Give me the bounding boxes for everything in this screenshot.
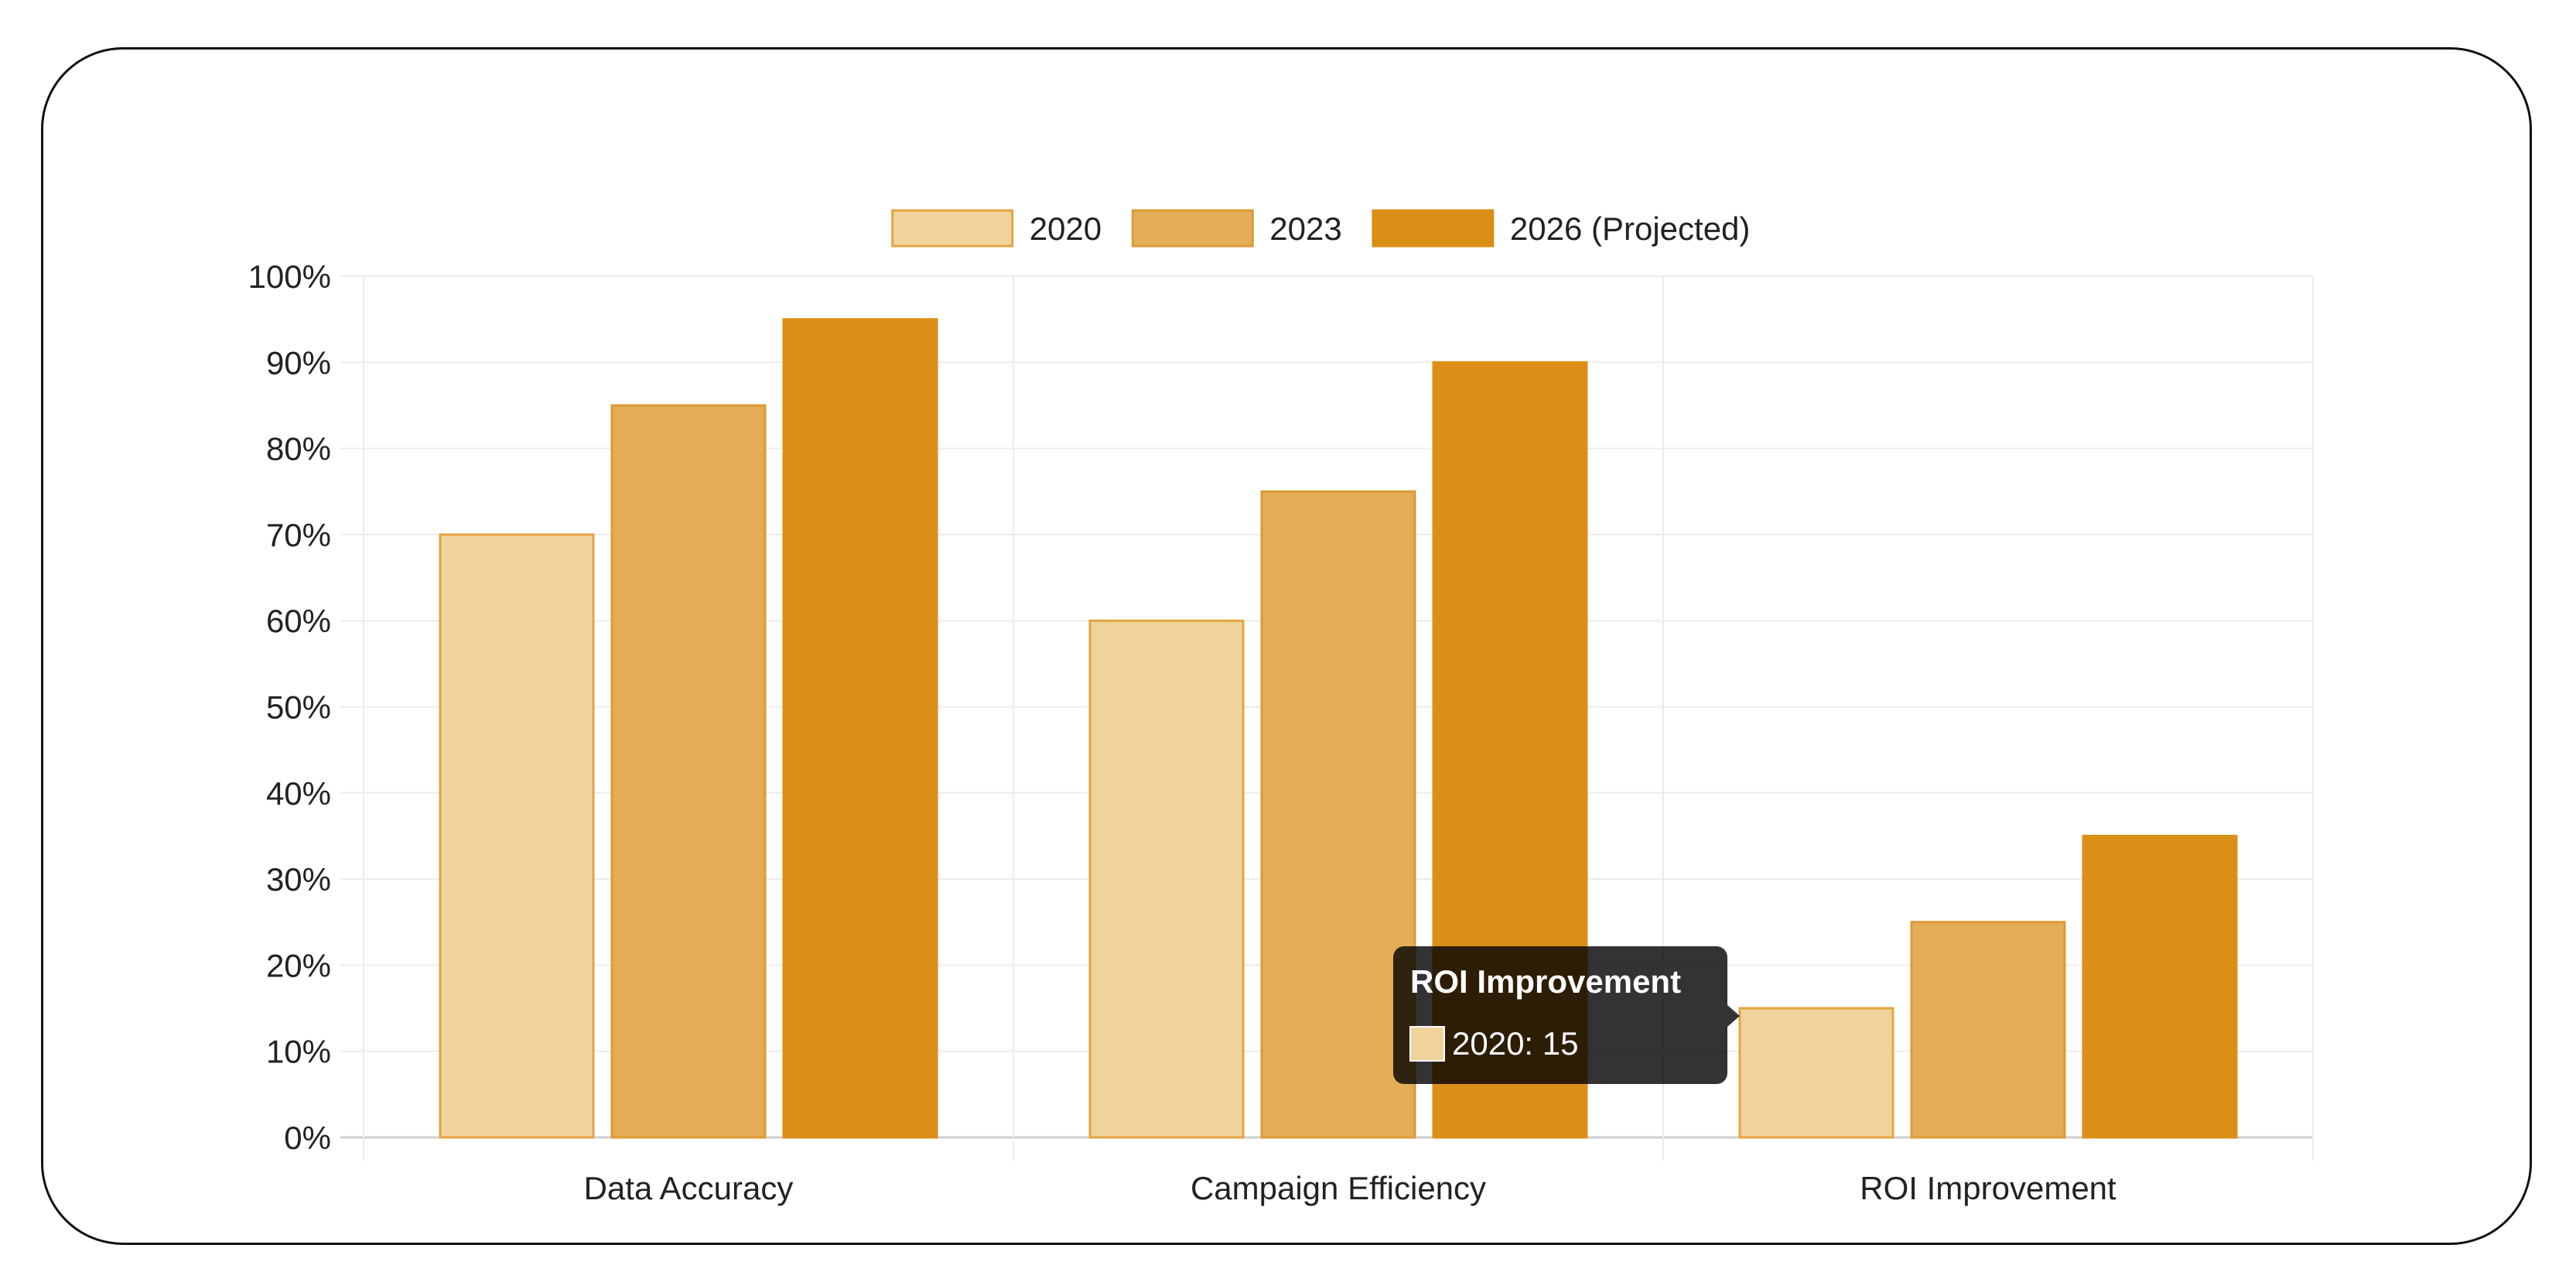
- y-tick-label: 60%: [266, 603, 331, 639]
- legend-swatch: [1372, 209, 1495, 248]
- bar[interactable]: [1738, 1007, 1894, 1139]
- y-tick-label: 10%: [266, 1034, 331, 1070]
- y-tick-label: 30%: [266, 861, 331, 898]
- bar[interactable]: [1088, 619, 1245, 1139]
- tooltip-caret: [1727, 1005, 1740, 1028]
- legend-item[interactable]: 2026 (Projected): [1372, 209, 1751, 248]
- legend: 2020 2023 2026 (Projected): [891, 209, 1751, 248]
- x-tick-label: ROI Improvement: [1860, 1170, 2116, 1206]
- bar[interactable]: [782, 318, 938, 1139]
- y-tick-label: 80%: [266, 431, 331, 467]
- y-tick-label: 100%: [248, 258, 331, 295]
- y-tick-label: 0%: [284, 1120, 331, 1156]
- tooltip: ROI Improvement 2020: 15: [1393, 946, 1740, 1085]
- y-tick-label: 70%: [266, 517, 331, 553]
- legend-label: 2023: [1269, 210, 1341, 247]
- bar[interactable]: [1260, 490, 1416, 1139]
- bar[interactable]: [439, 533, 595, 1139]
- y-tick-label: 50%: [266, 689, 331, 726]
- legend-item[interactable]: 2023: [1131, 209, 1342, 248]
- bars: [439, 318, 2238, 1139]
- legend-label: 2020: [1030, 210, 1102, 247]
- legend-label: 2026 (Projected): [1510, 210, 1751, 247]
- legend-swatch: [891, 209, 1014, 248]
- bar[interactable]: [2082, 834, 2238, 1139]
- tooltip-box: ROI Improvement 2020: 15: [1393, 946, 1740, 1085]
- bar[interactable]: [1910, 921, 2066, 1139]
- y-tick-label: 90%: [266, 344, 331, 381]
- legend-swatch: [1131, 209, 1254, 248]
- tooltip-background: [1393, 946, 1727, 1085]
- y-tick-label: 20%: [266, 947, 331, 983]
- bar[interactable]: [610, 404, 767, 1139]
- x-tick-label: Data Accuracy: [584, 1170, 794, 1206]
- y-tick-label: 40%: [266, 775, 331, 812]
- tooltip-value: 2020: 15: [1452, 1025, 1579, 1062]
- x-tick-label: Campaign Efficiency: [1191, 1170, 1486, 1206]
- legend-item[interactable]: 2020: [891, 209, 1102, 248]
- axes: 0% 10% 20% 30% 40% 50% 60% 70% 80% 90% 100% Data Ac…: [248, 258, 2116, 1206]
- tooltip-swatch: [1409, 1026, 1445, 1062]
- tooltip-title: ROI Improvement: [1410, 963, 1681, 1000]
